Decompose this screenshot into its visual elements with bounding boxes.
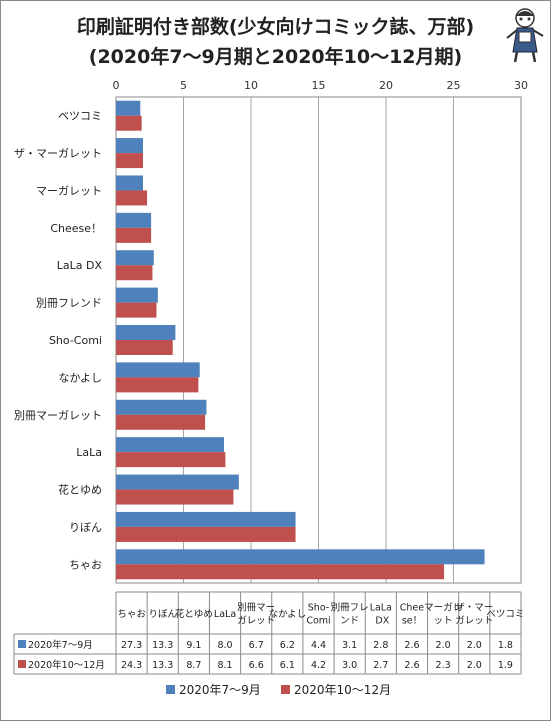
table-value-cell: 6.1 — [280, 660, 295, 671]
category-label: 花とゆめ — [58, 484, 102, 497]
table-value-cell: 13.3 — [152, 660, 173, 671]
table-header-cell: マーガレット — [424, 603, 462, 627]
category-label: マーガレット — [36, 184, 102, 197]
table-value-cell: 3.1 — [342, 640, 357, 651]
bar-series1 — [116, 212, 152, 228]
bar-series2 — [116, 227, 152, 243]
table-value-cell: 6.7 — [249, 640, 264, 651]
category-label: ベツコミ — [58, 110, 102, 123]
x-tick-label: 5 — [180, 79, 187, 92]
bar-series2 — [116, 489, 234, 505]
table-value-cell: 13.3 — [152, 640, 173, 651]
table-value-cell: 4.4 — [311, 640, 326, 651]
bar-series2 — [116, 265, 153, 281]
table-header-cell: りぼん — [148, 609, 177, 620]
x-tick-label: 15 — [312, 79, 326, 92]
bar-series2 — [116, 190, 148, 206]
bar-series1 — [116, 250, 154, 266]
chart-title: 印刷証明付き部数(少女向けコミック誌、万部) — [76, 16, 475, 38]
legend-swatch — [281, 685, 290, 694]
table-value-cell: 2.8 — [373, 640, 388, 651]
bar-series1 — [116, 175, 143, 191]
category-label: Cheese！ — [50, 222, 102, 235]
category-label: Sho-Comi — [49, 334, 102, 347]
table-value-cell: 2.0 — [467, 660, 482, 671]
table-legend-key — [18, 660, 26, 668]
table-value-cell: 2.6 — [404, 660, 419, 671]
bar-series2 — [116, 340, 173, 355]
table-value-cell: 8.1 — [217, 660, 232, 671]
bar-series2 — [116, 302, 157, 318]
category-label: LaLa DX — [57, 259, 103, 272]
category-label: 別冊フレンド — [36, 297, 102, 310]
bar-series2 — [116, 115, 142, 131]
table-value-cell: 2.6 — [404, 640, 419, 651]
bar-series2 — [116, 526, 296, 542]
bar-series1 — [116, 474, 239, 490]
table-header-cell: 別冊マーガレット — [237, 603, 275, 627]
table-value-cell: 27.3 — [121, 640, 142, 651]
bar-series1 — [116, 325, 176, 340]
x-tick-label: 0 — [113, 79, 120, 92]
table-value-cell: 6.2 — [280, 640, 295, 651]
category-label: りぼん — [69, 521, 102, 534]
table-header-cell: LaLa DX — [370, 603, 392, 627]
bar-series2 — [116, 564, 445, 580]
table-legend-key — [18, 640, 26, 648]
bar-series1 — [116, 399, 207, 415]
table-value-cell: 24.3 — [121, 660, 142, 671]
table-value-cell: 4.2 — [311, 660, 326, 671]
table-header-cell: Sho-Comi — [306, 603, 330, 627]
x-tick-label: 20 — [379, 79, 393, 92]
x-tick-label: 30 — [514, 79, 528, 92]
table-value-cell: 1.9 — [498, 660, 513, 671]
table-row-label: 2020年10〜12月 — [28, 659, 105, 671]
table-value-cell: 6.6 — [249, 660, 264, 671]
category-label: なかよし — [59, 371, 102, 384]
table-header-cell: Chee se！ — [400, 603, 424, 627]
table-value-cell: 1.8 — [498, 640, 513, 651]
category-label: ザ・マーガレット — [14, 147, 102, 160]
bar-series2 — [116, 414, 206, 430]
chart-subtitle: (2020年7〜9月期と2020年10〜12月期) — [88, 46, 463, 68]
table-value-cell: 8.7 — [186, 660, 201, 671]
bar-series1 — [116, 362, 200, 378]
category-label: ちゃお — [69, 558, 102, 571]
table-header-cell: 別冊フレンド — [331, 603, 369, 627]
table-header-cell: ザ・マーガレット — [455, 603, 493, 627]
table-value-cell: 2.0 — [436, 640, 451, 651]
legend-label: 2020年7〜9月 — [179, 683, 261, 697]
table-value-cell: 8.0 — [217, 640, 232, 651]
bar-series2 — [116, 153, 143, 169]
bar-series1 — [116, 549, 485, 565]
bar-series2 — [116, 377, 199, 393]
bar-series2 — [116, 452, 226, 468]
table-header-cell: ちゃお — [117, 609, 146, 620]
legend-swatch — [166, 685, 175, 694]
table-header-cell: ベツコミ — [486, 609, 524, 620]
category-label: LaLa — [76, 446, 102, 459]
table-header-cell: なかよし — [269, 609, 307, 620]
mascot-icon — [506, 8, 544, 63]
legend-label: 2020年10〜12月 — [294, 683, 391, 697]
table-header-cell: LaLa — [214, 609, 236, 620]
table-row-label: 2020年7〜9月 — [28, 639, 93, 651]
table-value-cell: 3.0 — [342, 660, 357, 671]
category-label: 別冊マーガレット — [14, 409, 102, 422]
x-tick-label: 10 — [244, 79, 258, 92]
table-value-cell: 2.3 — [436, 660, 451, 671]
bar-series1 — [116, 437, 224, 453]
table-value-cell: 9.1 — [186, 640, 201, 651]
bar-series1 — [116, 511, 296, 527]
table-header-cell: 花とゆめ — [175, 608, 213, 620]
table-value-cell: 2.7 — [373, 660, 388, 671]
bar-series1 — [116, 138, 143, 154]
x-tick-label: 25 — [447, 79, 461, 92]
bar-series1 — [116, 100, 141, 116]
bar-series1 — [116, 287, 158, 303]
table-value-cell: 2.0 — [467, 640, 482, 651]
